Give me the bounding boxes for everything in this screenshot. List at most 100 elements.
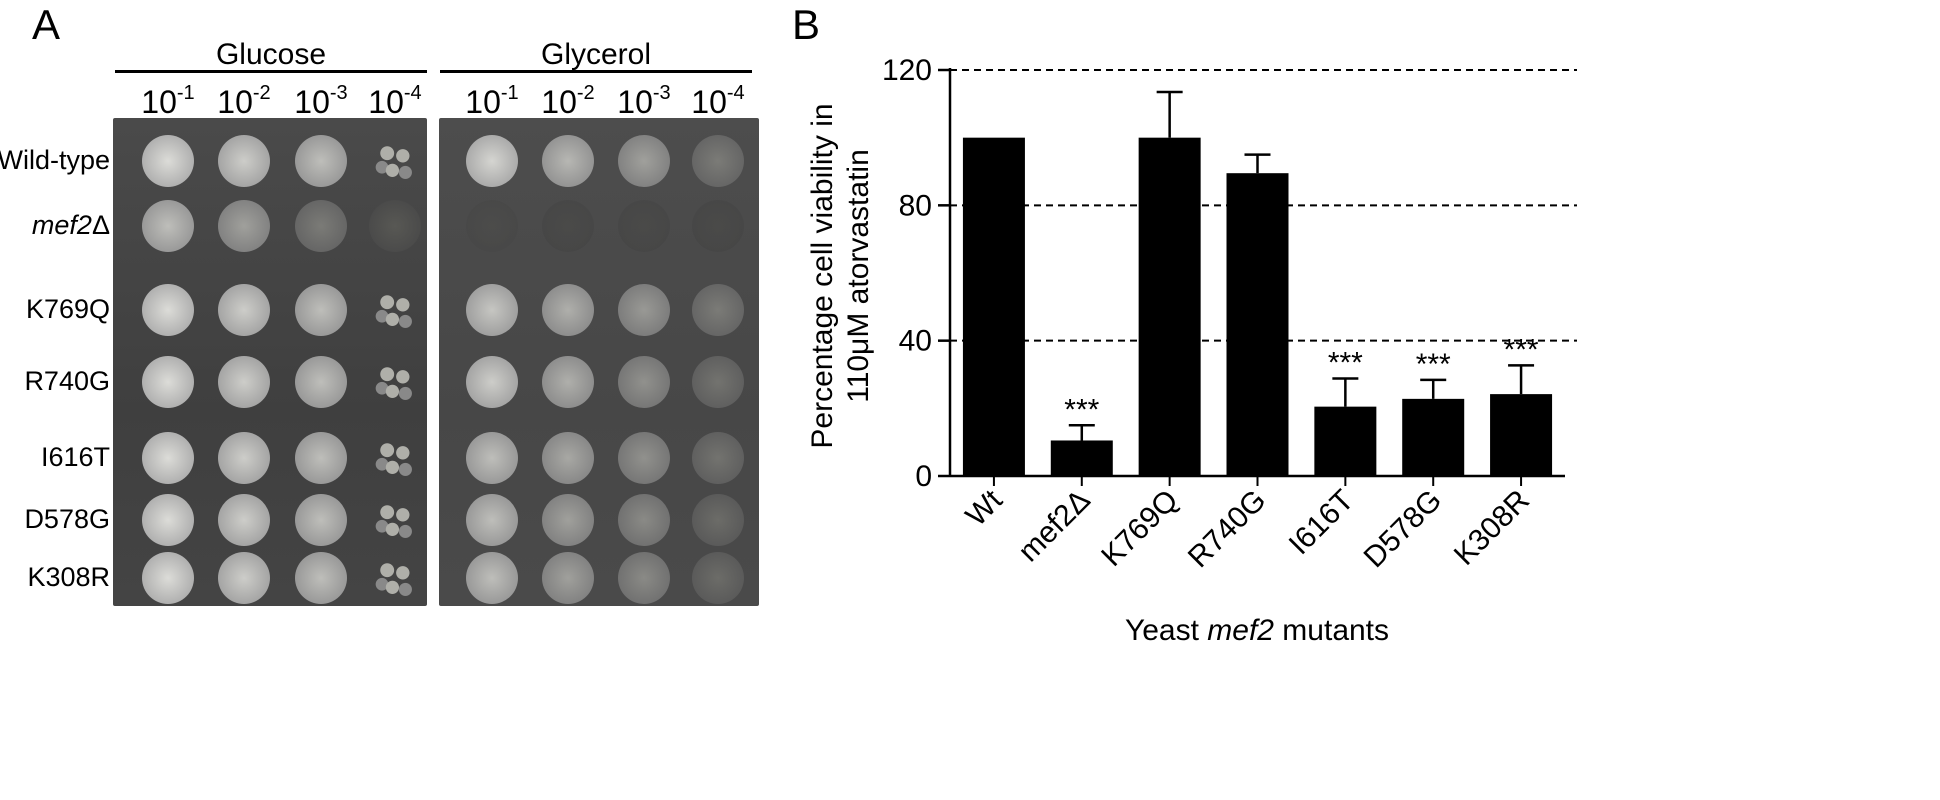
y-axis-label-line1: Percentage cell viability in — [806, 103, 839, 448]
y-tick-label: 40 — [899, 325, 932, 358]
colony-spot — [142, 135, 194, 187]
x-tick-label: I616T — [1283, 484, 1361, 562]
y-tick-label: 120 — [882, 54, 932, 87]
colony-spot — [618, 284, 670, 336]
colony-spot — [218, 200, 270, 252]
colony-spot — [466, 135, 518, 187]
bars — [962, 137, 1553, 477]
significance-labels: *** *** *** *** — [1064, 333, 1539, 426]
colony-spot — [466, 552, 518, 604]
significance-stars: *** — [1064, 393, 1099, 426]
colony-spot — [618, 200, 670, 252]
colony-spot — [369, 356, 421, 408]
colony-spot — [142, 200, 194, 252]
colony-spot — [542, 432, 594, 484]
panel-b-label: B — [792, 1, 821, 48]
colony-spot — [466, 432, 518, 484]
colony-spot — [618, 494, 670, 546]
bar — [1490, 394, 1553, 476]
glucose-plate-image — [113, 118, 427, 606]
strain-label: Wild-type — [0, 145, 110, 175]
panel-a-label: A — [32, 1, 61, 48]
x-tick-label: K308R — [1448, 484, 1536, 572]
colony-spot — [369, 552, 421, 604]
strain-label: R740G — [24, 366, 110, 396]
colony-spot — [218, 135, 270, 187]
strain-label: D578G — [24, 504, 110, 534]
x-axis-label-suffix: mutants — [1274, 614, 1389, 647]
glycerol-bracket-line — [440, 70, 752, 73]
colony-spot — [542, 200, 594, 252]
x-tick-label: D578G — [1358, 484, 1449, 575]
strain-label: K308R — [27, 562, 110, 592]
strain-label: mef2Δ — [31, 210, 110, 240]
bar — [1314, 406, 1377, 476]
glycerol-plate-image — [439, 118, 759, 606]
colony-spot — [542, 494, 594, 546]
colony-spot — [692, 494, 744, 546]
significance-stars: *** — [1328, 347, 1363, 380]
y-tick-label: 80 — [899, 189, 932, 222]
colony-spot — [218, 284, 270, 336]
glucose-bracket-line — [115, 70, 427, 73]
colony-spot — [692, 432, 744, 484]
bar — [962, 137, 1025, 476]
colony-spot — [295, 356, 347, 408]
colony-spot — [542, 284, 594, 336]
colony-spot — [542, 135, 594, 187]
glycerol-heading: Glycerol — [540, 38, 652, 71]
bar — [1050, 440, 1113, 476]
colony-spot — [466, 284, 518, 336]
colony-spot — [692, 356, 744, 408]
colony-spot — [142, 356, 194, 408]
x-axis-label: Yeast mef2 mutants — [1125, 614, 1389, 647]
colony-spot — [692, 552, 744, 604]
significance-stars: *** — [1504, 333, 1539, 366]
colony-spot — [218, 552, 270, 604]
dilution-label: 10-4 — [368, 82, 422, 120]
colony-spot — [542, 356, 594, 408]
colony-spot — [218, 494, 270, 546]
bar — [1226, 173, 1289, 477]
colony-spot — [369, 135, 421, 187]
colony-spot — [618, 356, 670, 408]
colony-spot — [369, 432, 421, 484]
colony-spot — [142, 494, 194, 546]
dilution-label: 10-3 — [294, 82, 348, 120]
colony-spot — [295, 284, 347, 336]
colony-spot — [466, 200, 518, 252]
dilution-label: 10-1 — [141, 82, 195, 120]
colony-spot — [618, 552, 670, 604]
x-tick-label: Wt — [960, 483, 1010, 533]
y-tick-label: 0 — [915, 460, 932, 493]
colony-spot — [692, 200, 744, 252]
colony-spot — [295, 432, 347, 484]
y-axis-label-line2: 110μM atorvastatin — [842, 149, 875, 403]
error-bars — [1068, 90, 1535, 441]
dilution-label: 10-3 — [617, 82, 671, 120]
glucose-heading: Glucose — [215, 38, 327, 71]
x-tick-label: R740G — [1182, 484, 1273, 575]
colony-spot — [466, 356, 518, 408]
colony-spot — [218, 356, 270, 408]
colony-spot — [369, 494, 421, 546]
x-axis-label-italic: mef2 — [1207, 614, 1274, 647]
colony-spot — [692, 135, 744, 187]
colony-spot — [295, 135, 347, 187]
colony-spot — [142, 552, 194, 604]
strain-label: I616T — [40, 442, 110, 472]
colony-spot — [142, 432, 194, 484]
dilution-label: 10-2 — [541, 82, 595, 120]
y-ticks: 0 40 80 120 — [882, 54, 950, 493]
colony-spot — [618, 135, 670, 187]
colony-spot — [542, 552, 594, 604]
x-tick-label: K769Q — [1095, 484, 1184, 573]
bar — [1402, 398, 1465, 476]
bar — [1138, 137, 1201, 476]
colony-spot — [218, 432, 270, 484]
colony-spot — [369, 284, 421, 336]
x-axis-label-prefix: Yeast — [1125, 614, 1207, 647]
strain-label: K769Q — [25, 294, 110, 324]
